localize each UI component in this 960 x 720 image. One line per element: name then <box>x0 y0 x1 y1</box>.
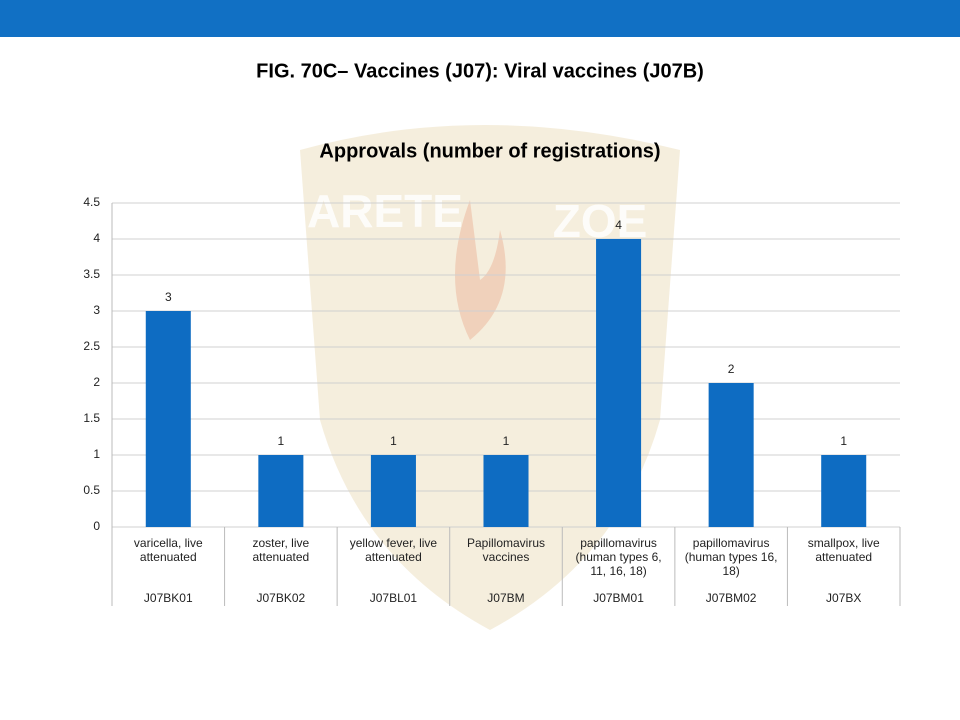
category-code: J07BK02 <box>256 591 306 605</box>
x-tick-label: varicella, live attenuated <box>133 536 203 564</box>
chart-title: Approvals (number of registrations) <box>319 140 660 162</box>
data-label: 1 <box>840 434 847 448</box>
bar <box>370 455 416 527</box>
category-code: J07BM <box>487 591 525 605</box>
bar <box>596 239 642 527</box>
bar <box>145 311 191 527</box>
data-label: 1 <box>278 434 285 448</box>
category-code: J07BM01 <box>593 591 644 605</box>
y-tick-label: 3 <box>93 303 100 317</box>
slide-title: FIG. 70C– Vaccines (J07): Viral vaccines… <box>256 60 704 82</box>
y-tick-label: 0.5 <box>83 483 100 497</box>
y-tick-label: 2.5 <box>83 339 100 353</box>
x-tick-label: zoster, live attenuated <box>252 536 310 564</box>
data-label: 1 <box>503 434 510 448</box>
category-code: J07BK01 <box>143 591 193 605</box>
x-tick-label: yellow fever, live attenuated <box>349 536 438 564</box>
data-label: 4 <box>615 218 622 232</box>
watermark-flame <box>455 200 506 340</box>
x-tick-label: smallpox, live attenuated <box>807 536 880 564</box>
data-label: 1 <box>390 434 397 448</box>
category-code: J07BM02 <box>705 591 757 605</box>
bar <box>258 455 304 527</box>
x-tick-label: Papillomavirus vaccines <box>466 536 545 564</box>
y-tick-label: 0 <box>93 519 100 533</box>
bar <box>708 383 754 527</box>
data-label: 3 <box>165 290 172 304</box>
y-tick-label: 1 <box>93 447 100 461</box>
y-tick-label: 4.5 <box>83 195 100 209</box>
category-code: J07BL01 <box>369 591 418 605</box>
category-code: J07BX <box>826 591 862 605</box>
y-tick-label: 2 <box>93 375 100 389</box>
y-tick-label: 3.5 <box>83 267 100 281</box>
bar <box>821 455 867 527</box>
x-tick-label: papillomavirus (human types 16, 18) <box>684 536 778 578</box>
x-tick-label: papillomavirus (human types 6, 11, 16, 1… <box>575 536 662 578</box>
bar <box>483 455 529 527</box>
data-label: 2 <box>728 362 735 376</box>
y-tick-label: 4 <box>93 231 100 245</box>
top-bar <box>0 0 960 37</box>
watermark-text: ARETE <box>307 185 463 237</box>
watermark-text: ZOE <box>553 195 648 247</box>
y-tick-label: 1.5 <box>83 411 100 425</box>
